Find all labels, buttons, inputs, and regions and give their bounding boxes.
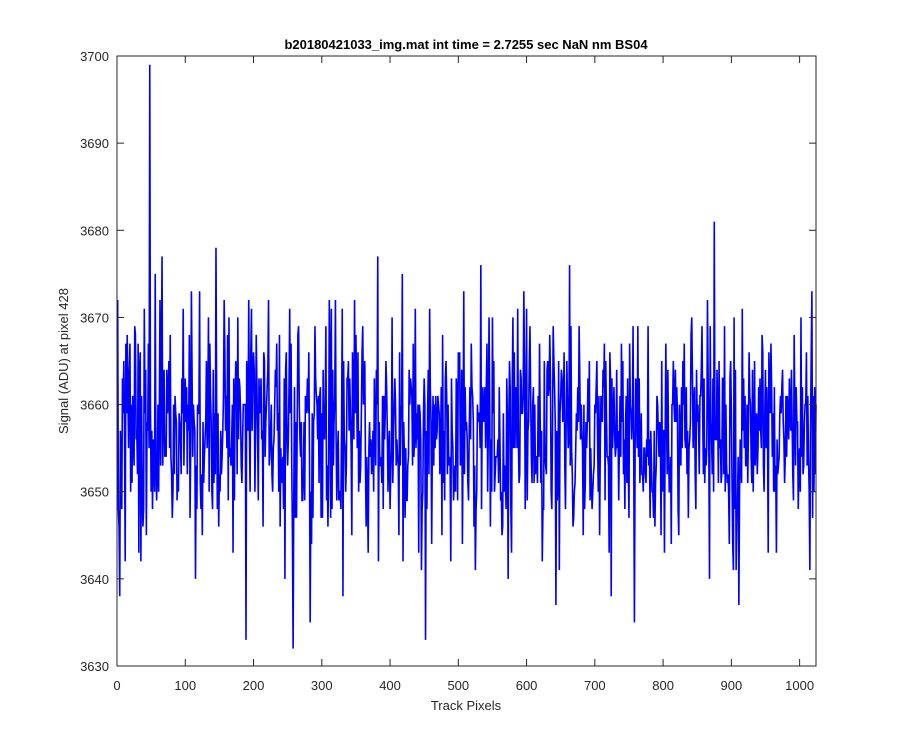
y-tick-label: 3700: [80, 49, 109, 64]
x-tick-label: 900: [721, 678, 743, 693]
y-tick-label: 3660: [80, 398, 109, 413]
x-tick-label: 300: [311, 678, 333, 693]
y-tick-label: 3690: [80, 136, 109, 151]
x-tick-label: 200: [243, 678, 265, 693]
y-axis: 3630 3640 3650 3660 3670 3680 3690 3700: [80, 49, 816, 674]
x-tick-label: 800: [652, 678, 674, 693]
x-tick-label: 600: [516, 678, 538, 693]
x-tick-label: 700: [584, 678, 606, 693]
x-tick-label: 100: [174, 678, 196, 693]
y-axis-label: Signal (ADU) at pixel 428: [56, 288, 71, 434]
y-tick-label: 3650: [80, 485, 109, 500]
x-tick-label: 1000: [785, 678, 814, 693]
x-axis: 0 100 200 300 400 500 600 700 800 900 1000: [113, 56, 814, 693]
series-layer: [116, 64, 817, 649]
plot-area: [117, 56, 816, 666]
x-tick-label: 0: [113, 678, 120, 693]
x-axis-label: Track Pixels: [431, 698, 502, 713]
y-tick-label: 3680: [80, 223, 109, 238]
x-tick-label: 500: [447, 678, 469, 693]
x-tick-label: 400: [379, 678, 401, 693]
y-tick-label: 3640: [80, 572, 109, 587]
axes-box: [116, 55, 817, 667]
y-tick-label: 3670: [80, 310, 109, 325]
chart-title: b20180421033_img.mat int time = 2.7255 s…: [284, 37, 648, 52]
series-line-0: [116, 64, 817, 649]
y-tick-label: 3630: [80, 659, 109, 674]
